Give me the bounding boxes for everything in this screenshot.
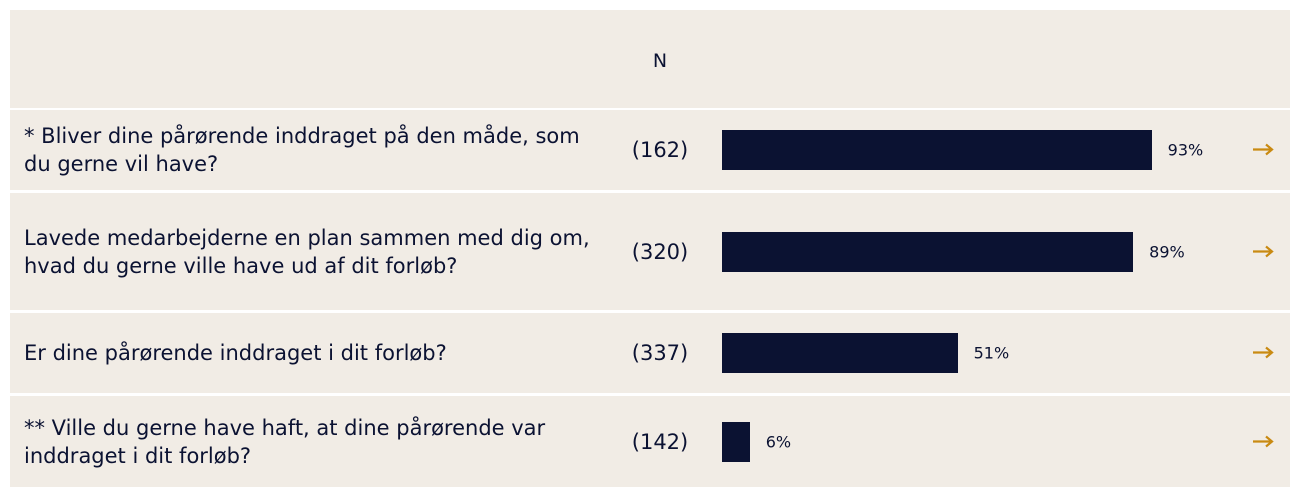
- n-count: (337): [631, 341, 689, 365]
- arrow-icon: [1253, 346, 1274, 359]
- arrow-link[interactable]: [1252, 344, 1274, 363]
- n-count: (142): [631, 429, 689, 454]
- table-row: * Bliver dine pårørende inddraget på den…: [10, 110, 1290, 190]
- bar: [722, 333, 958, 373]
- table-row: Er dine pårørende inddraget i dit forløb…: [10, 313, 1290, 393]
- value-label: 93%: [1167, 140, 1204, 160]
- arrow-link[interactable]: [1252, 141, 1274, 160]
- arrow-link[interactable]: [1252, 242, 1274, 261]
- table-row: Lavede medarbejderne en plan sammen med …: [10, 193, 1290, 310]
- arrow-icon: [1253, 245, 1274, 257]
- arrow-icon: [1253, 435, 1274, 447]
- question: Lavede medarbejderne en plan sammen med …: [24, 225, 590, 278]
- n-count: (162): [631, 138, 689, 162]
- value-label: 51%: [973, 343, 1010, 363]
- column-header: N: [652, 50, 668, 72]
- question: ** Ville du gerne have haft, at dine pår…: [24, 415, 546, 468]
- question: * Bliver dine pårørende inddraget på den…: [24, 124, 580, 176]
- table-row: ** Ville du gerne have haft, at dine pår…: [10, 396, 1290, 487]
- bar: [722, 421, 750, 462]
- arrow-icon: [1253, 143, 1274, 156]
- n-count: (320): [631, 239, 689, 264]
- value-label: 6%: [765, 432, 792, 451]
- value-label: 89%: [1149, 242, 1185, 261]
- header-row: N: [10, 10, 1290, 108]
- bar: [722, 130, 1152, 170]
- arrow-link[interactable]: [1252, 432, 1274, 451]
- question: Er dine pårørende inddraget i dit forløb…: [24, 341, 447, 365]
- bar: [722, 231, 1134, 272]
